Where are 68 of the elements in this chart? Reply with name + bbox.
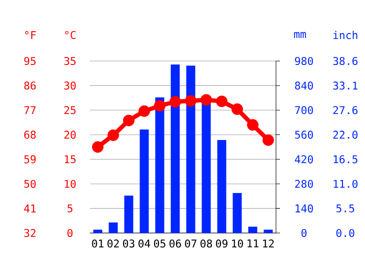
- point: [262, 134, 274, 146]
- text: 11.0: [334, 180, 358, 188]
- y2-axis-title: mm: [294, 32, 306, 38]
- y-tick-label: 20: [64, 130, 76, 139]
- x-tick-label: 10: [232, 239, 243, 248]
- y2-tick-label: 980: [295, 56, 313, 66]
- bar: [140, 129, 149, 233]
- y-tick-label: 5: [68, 204, 72, 212]
- y2-tick-label: 140: [296, 204, 313, 212]
- y3-axis-title: °F: [25, 31, 36, 39]
- point: [170, 96, 181, 108]
- y2-tick-label: 420: [294, 155, 313, 164]
- point: [216, 96, 228, 108]
- text: inch: [333, 30, 358, 40]
- y-tick-label: 10: [64, 180, 76, 188]
- y3-tick-label: 68: [24, 130, 36, 139]
- x-tick-label: 03: [123, 239, 134, 248]
- x-tick-label: 08: [200, 239, 212, 248]
- y-tick-label: 15: [64, 155, 76, 164]
- y3-tick-label: 50: [24, 180, 36, 188]
- point: [247, 119, 258, 131]
- y3-tick-label: 59: [24, 155, 36, 164]
- text: 33.1: [333, 82, 358, 90]
- y3-tick-label: 77: [24, 106, 36, 114]
- y3-tick-label: 86: [24, 82, 36, 90]
- y3-tick-label: 32: [24, 228, 36, 238]
- y-tick-label: 35: [64, 56, 76, 66]
- text: 38.6: [333, 56, 358, 66]
- x-tick-label: 11: [248, 239, 258, 248]
- x-tick-label: 04: [138, 239, 150, 248]
- y2-tick-label: 560: [295, 130, 313, 139]
- y2-tick-label: 700: [295, 106, 313, 114]
- y-tick-label: 0: [67, 228, 73, 238]
- y-tick-label: 25: [64, 106, 76, 114]
- point: [108, 129, 119, 141]
- y2-tick-label: 280: [295, 180, 313, 188]
- text: 16.5: [334, 155, 358, 164]
- point: [138, 105, 150, 117]
- x-tick-label: 09: [216, 239, 228, 248]
- bar: [93, 230, 102, 233]
- bar: [248, 226, 258, 233]
- point: [92, 141, 104, 153]
- bar: [108, 222, 118, 233]
- y3-tick-label: 95: [24, 56, 36, 66]
- bar: [264, 230, 273, 233]
- point: [232, 103, 243, 115]
- x-tick-label: 07: [185, 239, 196, 248]
- point: [185, 95, 196, 107]
- point: [154, 100, 166, 112]
- x-tick-label: 05: [154, 239, 166, 248]
- point: [200, 94, 212, 106]
- y2-tick-label: 0: [301, 228, 307, 238]
- y-tick-label: 30: [64, 82, 76, 90]
- text: 0.0: [336, 228, 354, 238]
- x-tick-label: 06: [170, 239, 181, 248]
- y2-tick-label: 840: [295, 82, 313, 90]
- bar: [124, 196, 134, 233]
- x-tick-label: 02: [108, 239, 119, 248]
- text: 5.5: [336, 204, 354, 212]
- bar: [232, 192, 242, 233]
- x-tick-label: 12: [263, 239, 274, 248]
- y-axis-title: °C: [65, 30, 76, 40]
- text: 22.0: [333, 130, 358, 139]
- x-tick-label: 01: [92, 239, 104, 248]
- bar: [217, 140, 226, 233]
- point: [123, 114, 134, 126]
- y3-tick-label: 41: [24, 204, 36, 212]
- text: 27.6: [333, 106, 358, 114]
